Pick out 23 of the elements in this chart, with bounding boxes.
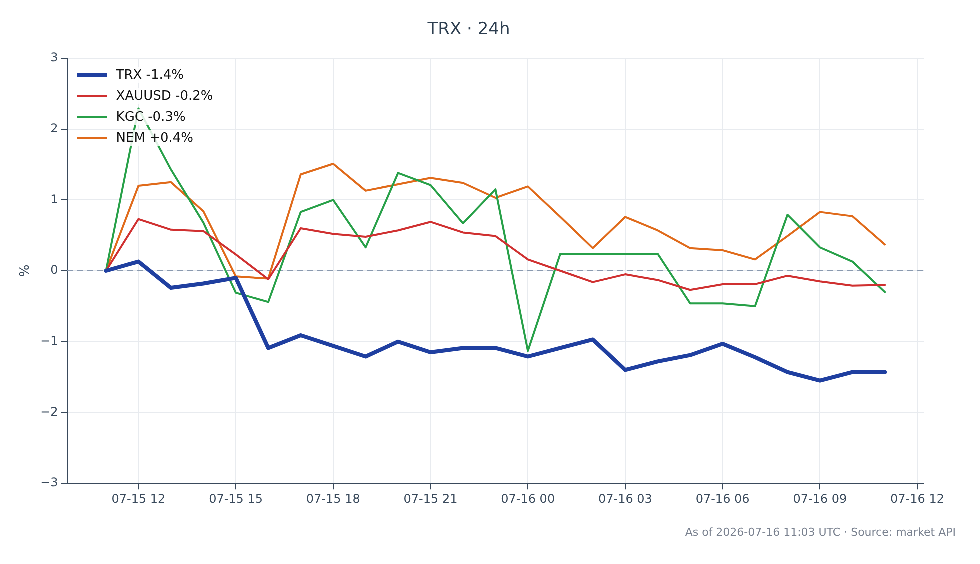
y-tick-label: 1 — [50, 192, 58, 206]
y-tick-label: 2 — [50, 121, 58, 136]
legend-label: NEM +0.4% — [116, 130, 194, 146]
y-tick-label: −3 — [40, 476, 58, 490]
x-tick-label: 07-16 06 — [696, 492, 750, 506]
x-tick-label: 07-16 03 — [598, 492, 652, 506]
y-tick-label: −1 — [40, 334, 58, 348]
text: As of 2026-07-16 11:03 UTC · Source: market API — [685, 526, 956, 539]
legend-label: KGC -0.3% — [116, 110, 186, 125]
y-tick-label: −2 — [40, 404, 58, 419]
x-tick-label: 07-16 09 — [793, 492, 848, 506]
chart-title: TRX · 24h — [426, 20, 510, 40]
x-tick-label: 07-15 12 — [112, 492, 166, 506]
y-tick-label: 0 — [50, 263, 58, 278]
legend-label: XAUUSD -0.2% — [116, 88, 214, 104]
x-tick-label: 07-15 21 — [404, 492, 458, 506]
x-tick-label: 07-15 18 — [306, 492, 360, 506]
x-tick-label: 07-16 00 — [501, 492, 556, 506]
y-axis-title: % — [18, 264, 34, 278]
legend-label: TRX -1.4% — [115, 68, 184, 83]
y-tick-label: 3 — [50, 50, 58, 65]
x-tick-label: 07-16 12 — [890, 492, 944, 506]
x-tick-label: 07-15 15 — [209, 492, 264, 506]
